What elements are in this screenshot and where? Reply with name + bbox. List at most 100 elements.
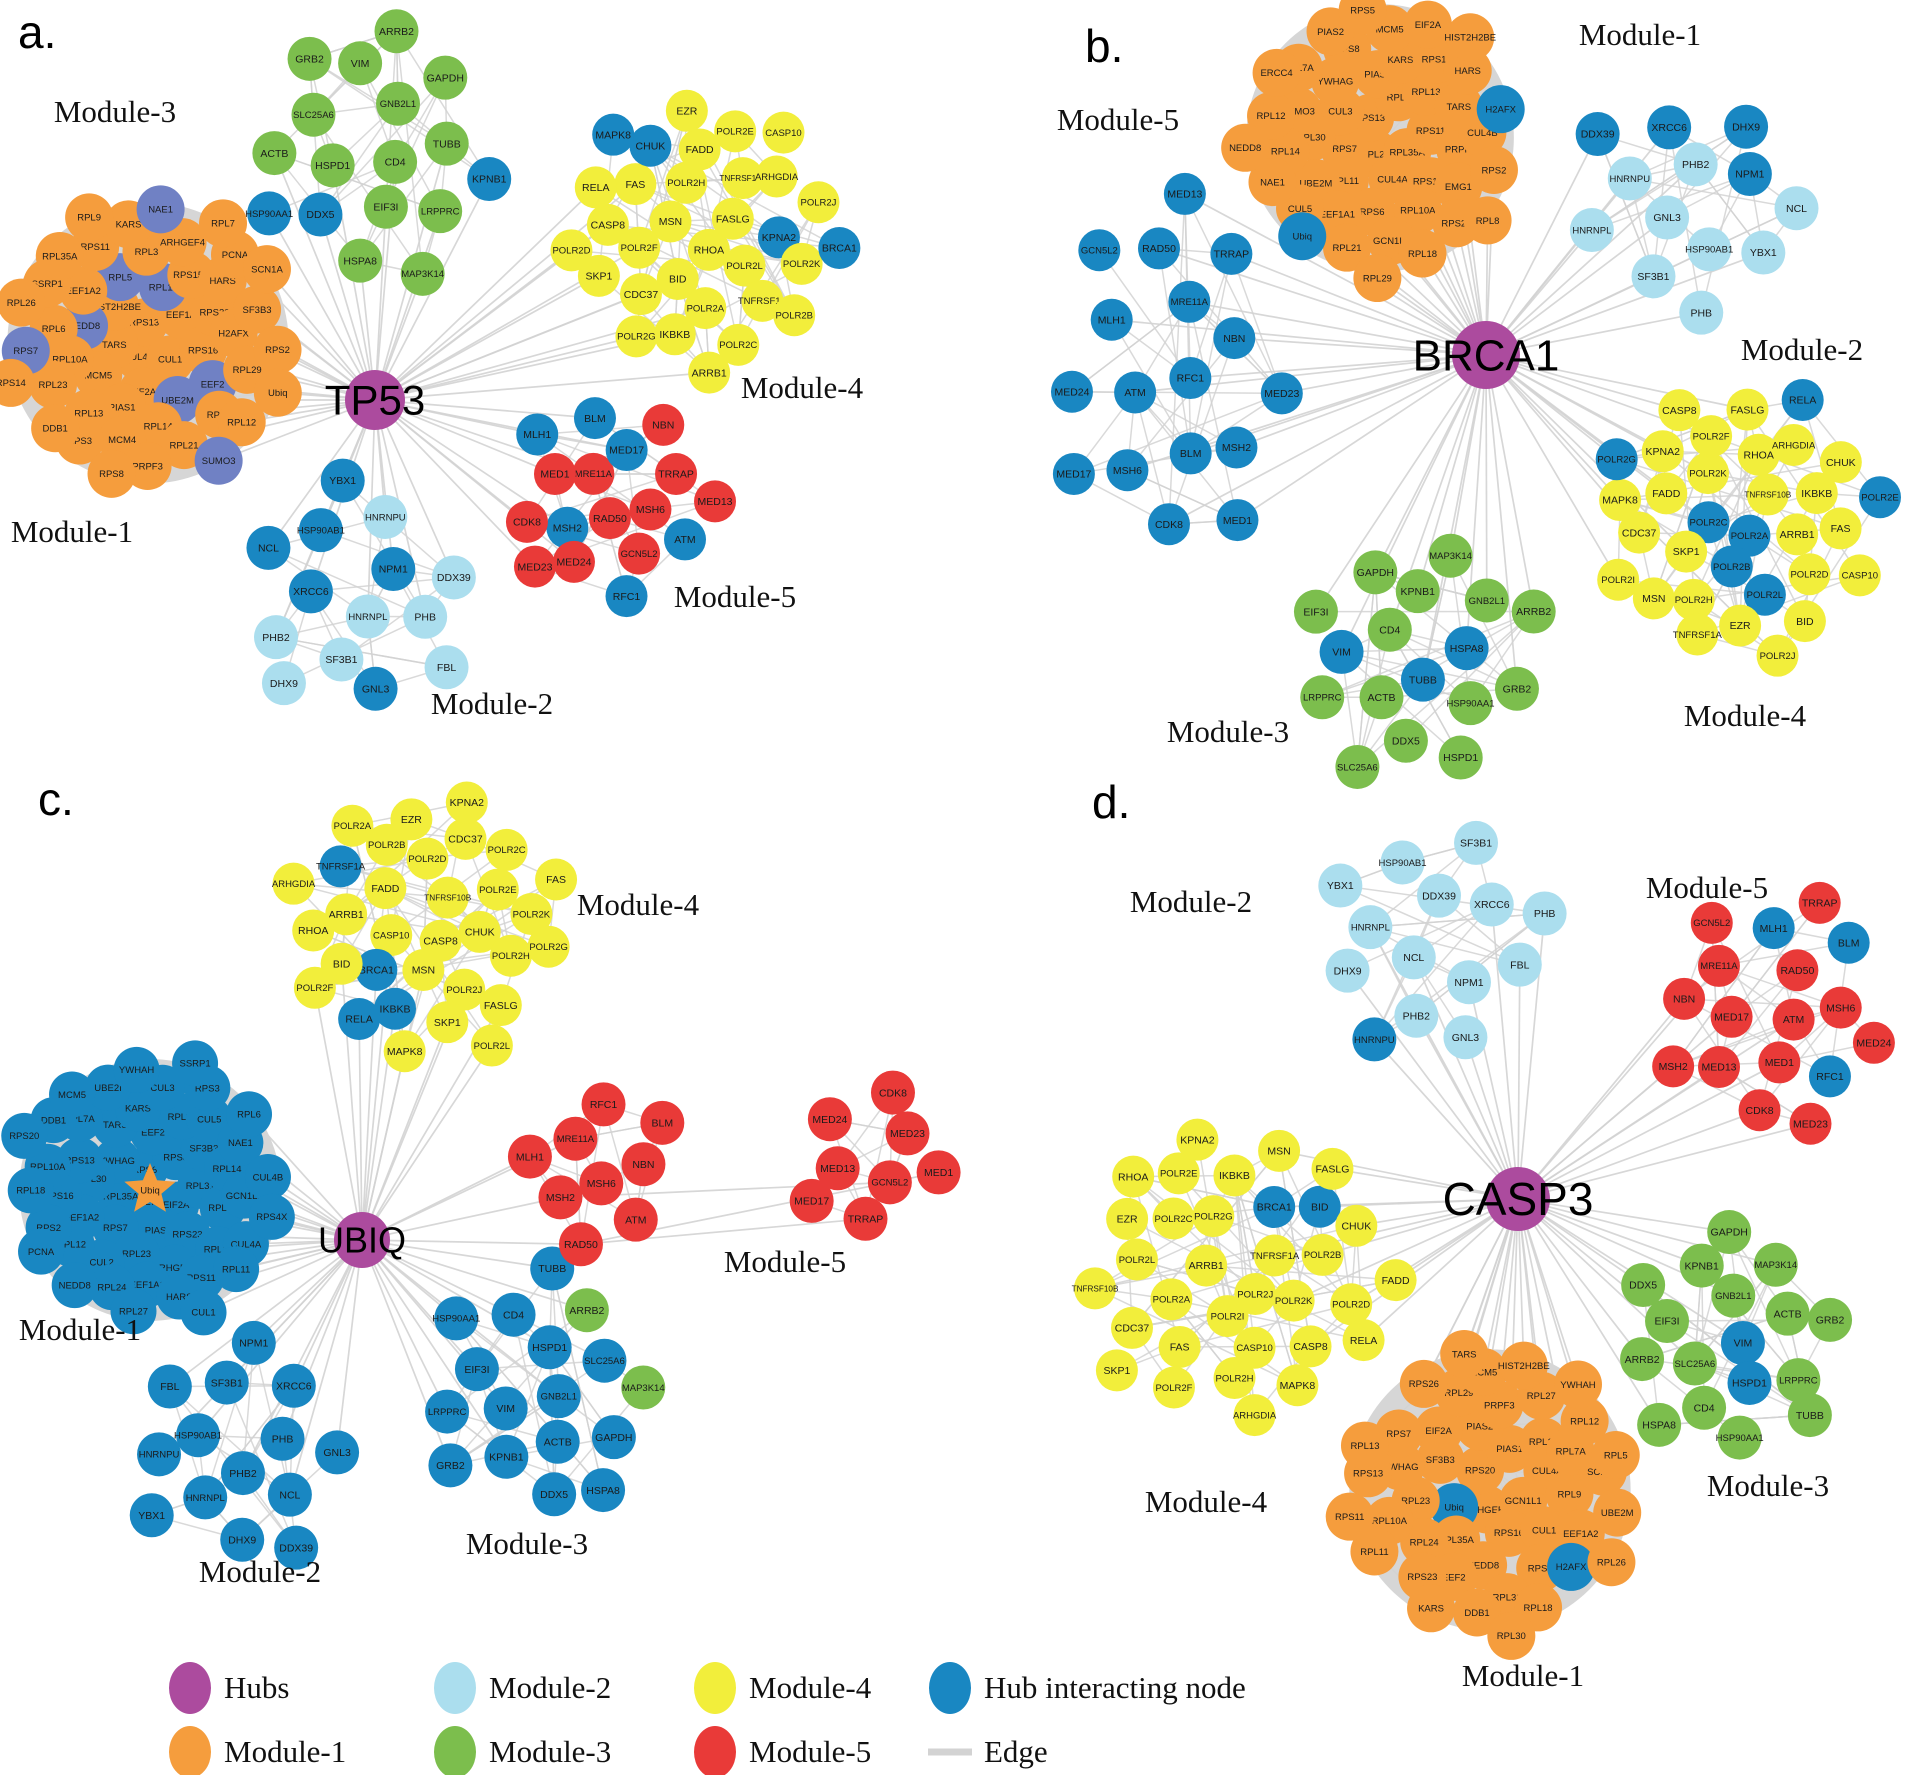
protein-node-label: CASP8 [1662, 405, 1697, 417]
protein-node-label: RPS7 [13, 346, 38, 357]
protein-node-POLR2I: POLR2I [1206, 1295, 1249, 1338]
cluster-b-m1-module-1: RPL23 RPS13 RPL35A RPS7 RPL6 CUL4A CUL3 RPS11 RP… [1221, 0, 1525, 303]
protein-node-TUBB: TUBB [1787, 1393, 1832, 1438]
protein-node-MLH1: MLH1 [1752, 907, 1795, 950]
protein-node-MED1: MED1 [1758, 1041, 1801, 1084]
protein-node-label: MCM5 [1469, 1367, 1497, 1378]
protein-node-label: MRE11A [1700, 961, 1738, 972]
protein-node-MED24: MED24 [1050, 370, 1093, 413]
protein-node-MRE11A: MRE11A [553, 1116, 598, 1161]
protein-node-label: RPL24 [1410, 1537, 1439, 1548]
protein-node-IKBKB: IKBKB [374, 987, 417, 1030]
protein-node-label: NPM1 [1735, 169, 1764, 181]
protein-node-label: RPS11 [186, 1273, 215, 1284]
protein-node-label: KPNB1 [1684, 1260, 1719, 1272]
protein-node-POLR2D: POLR2D [550, 229, 593, 272]
protein-node-RPL6: RPL6 [226, 1091, 273, 1138]
protein-node-label: LRPPRC [1779, 1375, 1818, 1386]
protein-node-MAPK8: MAPK8 [1599, 479, 1642, 522]
protein-node-label: RPL29 [233, 365, 262, 376]
protein-node-label: POLR2J [1237, 1289, 1273, 1300]
protein-node-label: HSPD1 [315, 160, 350, 172]
protein-node-label: NAE1 [148, 205, 173, 216]
protein-node-label: RPS16 [188, 345, 218, 356]
protein-node-TNFRSF1A: TNFRSF1A [1673, 613, 1723, 656]
protein-node-label: NAE1 [1260, 177, 1285, 188]
protein-node-label: RPL31 [1493, 1592, 1522, 1603]
protein-node-label: FAS [546, 874, 566, 886]
module-label-module-5: Module-5 [1057, 102, 1179, 137]
protein-node-label: GCN5L2 [621, 549, 658, 560]
protein-node-label: CASP10 [1236, 1343, 1272, 1354]
protein-node-RPS2: RPS2 [1469, 145, 1518, 194]
protein-node-POLR2L: POLR2L [723, 244, 766, 287]
protein-node-label: DDX5 [1392, 735, 1420, 747]
protein-node-XRCC6: XRCC6 [271, 1363, 316, 1408]
protein-node-label: MAP3K14 [1754, 1260, 1797, 1271]
protein-node-label: POLR2L [726, 261, 762, 272]
protein-node-NCL: NCL [246, 525, 291, 570]
protein-node-label: MRE11A [1171, 297, 1209, 308]
protein-node-label: SUMO3 [1281, 107, 1315, 118]
protein-node-label: NBN [1673, 994, 1695, 1006]
protein-node-label: RPS2 [265, 345, 290, 356]
protein-node-label: MSH2 [1222, 442, 1251, 454]
protein-node-SKP1: SKP1 [426, 1001, 469, 1044]
protein-node-label: RPL23 [38, 380, 67, 391]
protein-node-RAD50: RAD50 [588, 497, 631, 540]
protein-node-label: PCNA [28, 1247, 55, 1258]
protein-node-BID: BID [1298, 1185, 1341, 1228]
protein-node-label: RPS26 [1409, 1379, 1439, 1390]
protein-node-PHB2: PHB2 [1673, 142, 1718, 187]
protein-node-MED23: MED23 [1260, 372, 1303, 415]
protein-node-TARS: TARS [1440, 1329, 1489, 1378]
module-label-module-1: Module-1 [19, 1312, 141, 1347]
protein-node-EZR: EZR [1106, 1197, 1149, 1240]
protein-node-label: POLR2E [1861, 493, 1899, 504]
protein-node-label: NCL [258, 543, 279, 555]
protein-node-label: SF3B3 [189, 1144, 218, 1155]
protein-node-GCN5L2: GCN5L2 [618, 532, 661, 575]
protein-node-MSH6: MSH6 [1819, 986, 1862, 1029]
protein-node-NBN: NBN [1663, 977, 1706, 1020]
protein-node-CASP10: CASP10 [370, 914, 413, 957]
protein-node-IKBKB: IKBKB [1213, 1154, 1256, 1197]
panel-letter: a. [18, 6, 56, 58]
protein-node-label: MED17 [794, 1196, 829, 1208]
protein-node-RELA: RELA [338, 998, 381, 1041]
protein-node-label: RPL14 [144, 422, 173, 433]
protein-node-label: PIAS1 [1364, 69, 1391, 80]
protein-node-label: RPL13 [74, 408, 103, 419]
protein-node-label: MED1 [540, 469, 569, 481]
legend-item-module-2: Module-2 [434, 1662, 611, 1714]
protein-node-label: DDX5 [540, 1489, 568, 1501]
protein-node-label: MLH1 [1098, 314, 1126, 326]
protein-node-ACTB: ACTB [252, 131, 297, 176]
protein-node-GCN5L2: GCN5L2 [1078, 229, 1121, 272]
protein-node-label: RPS2 [36, 1223, 61, 1234]
protein-node-FBL: FBL [424, 645, 469, 690]
protein-node-label: POLR2D [1332, 1300, 1370, 1311]
module-label-module-1: Module-1 [11, 514, 133, 549]
legend-item-module-3: Module-3 [434, 1726, 611, 1775]
protein-node-label: MAP3K14 [622, 1383, 665, 1394]
protein-node-POLR2F: POLR2F [1152, 1366, 1195, 1409]
protein-node-label: MSH6 [636, 504, 665, 516]
protein-node-label: POLR2J [1760, 651, 1796, 662]
protein-node-label: RPL26 [208, 1203, 237, 1214]
protein-node-label: BLM [1838, 937, 1860, 949]
protein-node-label: GRB2 [1503, 683, 1532, 695]
protein-node-EIF3I: EIF3I [1293, 589, 1338, 634]
protein-node-label: POLR2H [492, 951, 530, 962]
legend-item-label: Module-1 [224, 1734, 346, 1769]
cluster-b-m2-module-2: GNL3 PHB2 HSP90AB1 HNRNPU NPM1 SF3B1 XRCC6 YBX1… [1569, 104, 1819, 335]
protein-node-CASP10: CASP10 [1233, 1326, 1276, 1369]
protein-node-YBX1: YBX1 [320, 458, 365, 503]
protein-node-label: CASP10 [1842, 571, 1878, 582]
protein-node-EIF3I: EIF3I [1645, 1299, 1690, 1344]
protein-node-PHB: PHB [1679, 290, 1724, 335]
protein-node-TRRAP: TRRAP [1798, 881, 1841, 924]
legend-item-hub-interacting-node: Hub interacting node [929, 1662, 1246, 1714]
protein-node-label: VIM [496, 1403, 515, 1415]
protein-node-label: MSH2 [546, 1192, 575, 1204]
